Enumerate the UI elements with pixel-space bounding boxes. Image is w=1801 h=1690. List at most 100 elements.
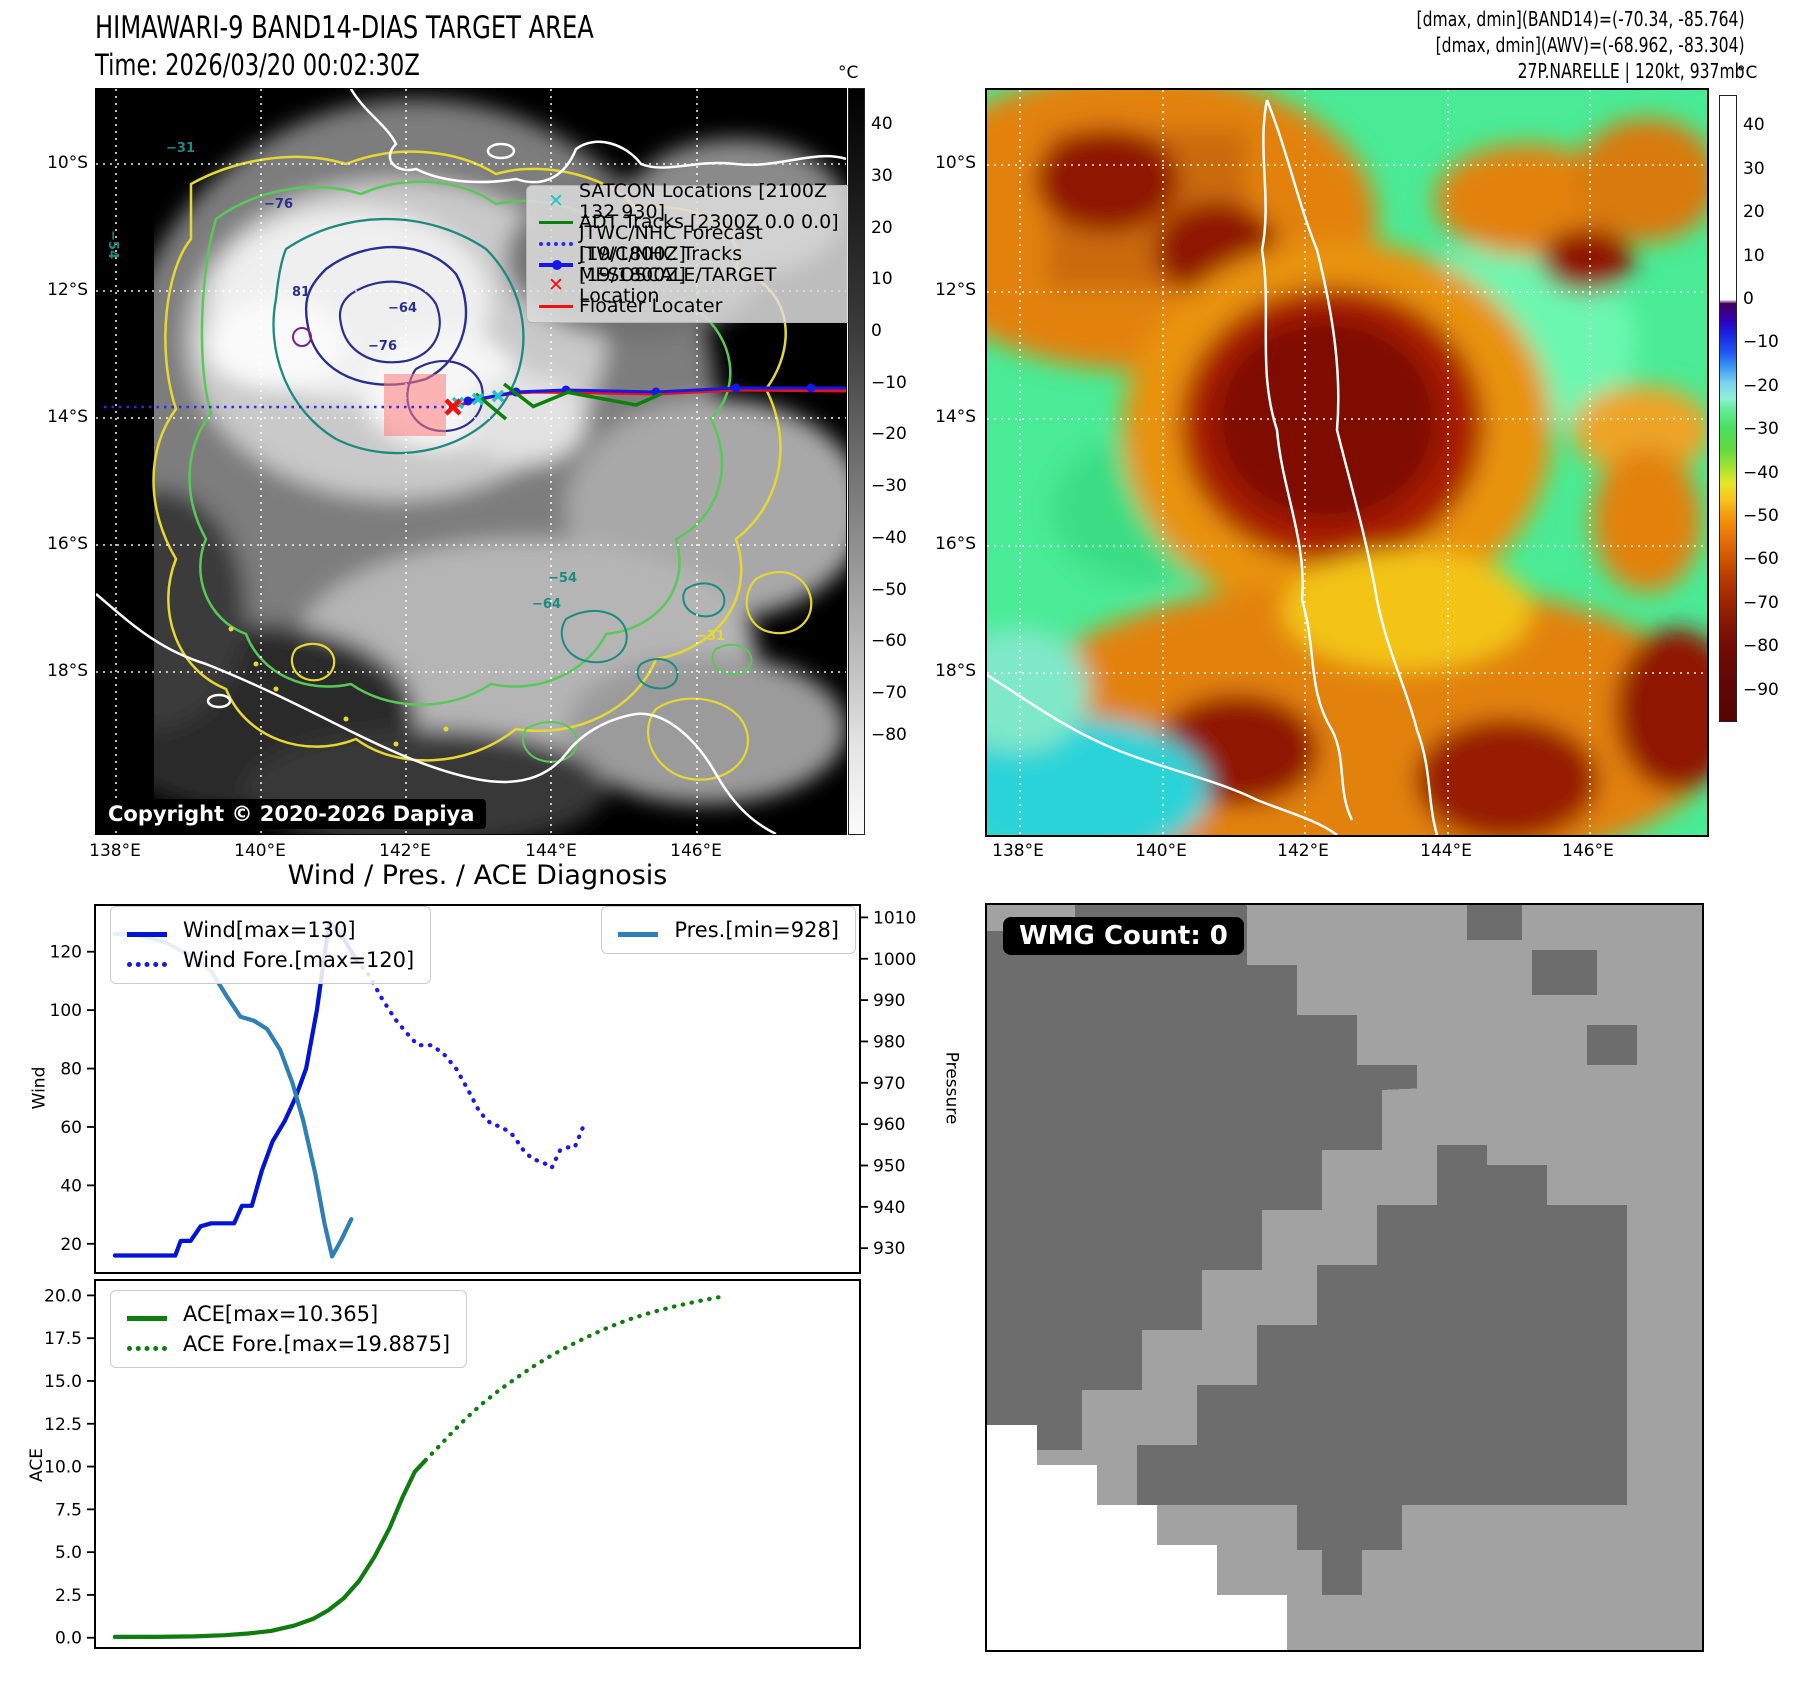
right-cb-tick: −40 — [1743, 463, 1779, 483]
adt-line-icon — [539, 221, 573, 224]
wind-legend: Wind[max=130] Wind Fore.[max=120] — [110, 906, 432, 984]
lon-tick: 140°E — [1135, 841, 1187, 861]
lat-tick: 16°S — [47, 534, 88, 554]
satcon-x-icon: ✕ — [548, 190, 564, 212]
left-colorbar — [848, 88, 865, 835]
svg-text:0.0: 0.0 — [55, 1629, 82, 1649]
svg-text:17.5: 17.5 — [44, 1329, 82, 1349]
svg-text:80: 80 — [60, 1060, 82, 1080]
legend-mesoscale: MESOSCALE/TARGET Location — [579, 263, 777, 307]
forecast-dotted-icon — [539, 241, 573, 246]
ace-forecast-dotted-icon — [127, 1346, 167, 1351]
pressure-line-icon — [618, 932, 659, 937]
left-cb-tick: −40 — [871, 528, 907, 548]
jtwc-track-line — [467, 386, 846, 403]
svg-text:120: 120 — [50, 943, 82, 963]
lat-tick: 12°S — [935, 280, 976, 300]
wmg-count-badge: WMG Count: 0 — [1003, 917, 1244, 955]
svg-text:1000: 1000 — [873, 950, 916, 970]
storm-name-intensity: 27P.NARELLE | 120kt, 937mb — [1518, 59, 1745, 83]
left-cb-tick: −20 — [871, 424, 907, 444]
wind-fore-max-120--series — [354, 958, 586, 1170]
chart-title: Wind / Pres. / ACE Diagnosis — [287, 860, 668, 891]
right-cb-tick: −60 — [1743, 549, 1779, 569]
lat-tick: 12°S — [47, 280, 88, 300]
left-map-time: Time: 2026/03/20 00:02:30Z — [95, 48, 420, 82]
svg-text:7.5: 7.5 — [55, 1500, 82, 1520]
svg-text:20: 20 — [60, 1235, 82, 1255]
right-cb-tick: 30 — [1743, 159, 1765, 179]
target-x-marker — [444, 398, 462, 416]
right-cb-tick: 0 — [1743, 289, 1754, 309]
left-cb-tick: 10 — [871, 269, 893, 289]
lat-tick: 18°S — [935, 661, 976, 681]
svg-text:990: 990 — [873, 991, 905, 1011]
left-cb-tick: 30 — [871, 166, 893, 186]
ace-fore-max-19-8875--series — [423, 1295, 721, 1463]
lat-tick: 10°S — [935, 153, 976, 173]
svg-text:960: 960 — [873, 1115, 905, 1135]
left-cb-tick: 40 — [871, 114, 893, 134]
wind-forecast-dotted-icon — [127, 962, 167, 967]
mesoscale-target-box — [384, 374, 446, 436]
left-cb-tick: 20 — [871, 218, 893, 238]
band14-map-panel: −31 −76 81 −64 −76 −54 −64 −31 −54 ✕ SATC… — [95, 88, 860, 835]
legend-jtwc-forecast: JTWC/NHC Forecast [19/1800Z] — [579, 221, 763, 265]
right-cb-tick: 10 — [1743, 246, 1765, 266]
wmg-mask-image — [987, 905, 1702, 1650]
svg-text:2.5: 2.5 — [55, 1586, 82, 1606]
svg-text:15.0: 15.0 — [44, 1372, 82, 1392]
lon-tick: 144°E — [525, 841, 577, 861]
coastline — [96, 89, 846, 834]
copyright-notice: Copyright © 2020-2026 Dapiya — [96, 799, 487, 829]
lat-tick: 14°S — [47, 407, 88, 427]
left-cb-tick: −70 — [871, 683, 907, 703]
ir-cloud-field — [987, 90, 1707, 835]
legend-floater: Floater Locater — [579, 295, 723, 317]
lat-tick: 16°S — [935, 534, 976, 554]
left-cb-tick: −60 — [871, 631, 907, 651]
right-cb-tick: −20 — [1743, 376, 1779, 396]
lon-tick: 140°E — [234, 841, 286, 861]
svg-text:12.5: 12.5 — [44, 1415, 82, 1435]
legend-satcon: SATCON Locations [2100Z 132 930] — [579, 179, 827, 223]
svg-text:970: 970 — [873, 1074, 905, 1094]
svg-text:940: 940 — [873, 1198, 905, 1218]
lon-tick: 142°E — [379, 841, 431, 861]
track-line-dot-icon — [539, 259, 573, 270]
awv-map-panel — [985, 88, 1709, 837]
lat-tick: 18°S — [47, 661, 88, 681]
right-cb-tick: −80 — [1743, 636, 1779, 656]
right-cb-tick: −90 — [1743, 680, 1779, 700]
pressure-legend-label: Pres.[min=928] — [674, 918, 839, 942]
left-cb-tick: 0 — [871, 321, 882, 341]
svg-text:20.0: 20.0 — [44, 1286, 82, 1306]
lon-tick: 146°E — [670, 841, 722, 861]
legend-jtwc-tracks: JTWC/NHC Tracks [19/1800Z] — [579, 242, 743, 286]
wind-legend-label: Wind[max=130] — [183, 918, 356, 942]
ace-max-10-365--series — [112, 1458, 428, 1639]
ace-legend: ACE[max=10.365] ACE Fore.[max=19.8875] — [110, 1290, 468, 1368]
svg-text:1010: 1010 — [873, 908, 916, 928]
coastline — [987, 99, 1439, 835]
svg-text:950: 950 — [873, 1156, 905, 1176]
graticule — [987, 90, 1707, 835]
svg-text:930: 930 — [873, 1239, 905, 1259]
ace-chart: 0.0 2.5 5.0 7.5 10.0 12.5 15.0 17.5 20.0 — [44, 1279, 861, 1649]
right-cb-tick: 20 — [1743, 202, 1765, 222]
svg-text:980: 980 — [873, 1032, 905, 1052]
ace-legend-label: ACE[max=10.365] — [183, 1302, 379, 1326]
right-cb-tick: −10 — [1743, 332, 1779, 352]
right-cb-tick: −50 — [1743, 506, 1779, 526]
left-colorbar-unit: °C — [838, 63, 859, 83]
lon-tick: 142°E — [1277, 841, 1329, 861]
right-cb-tick: −30 — [1743, 419, 1779, 439]
left-cb-tick: −80 — [871, 725, 907, 745]
left-cb-tick: −30 — [871, 476, 907, 496]
svg-text:10.0: 10.0 — [44, 1458, 82, 1478]
lat-tick: 10°S — [47, 153, 88, 173]
right-colorbar — [1719, 95, 1737, 722]
awv-dmax-dmin: [dmax, dmin](AWV)=(-68.962, -83.304) — [1436, 33, 1745, 57]
storm-tracks — [104, 382, 846, 421]
